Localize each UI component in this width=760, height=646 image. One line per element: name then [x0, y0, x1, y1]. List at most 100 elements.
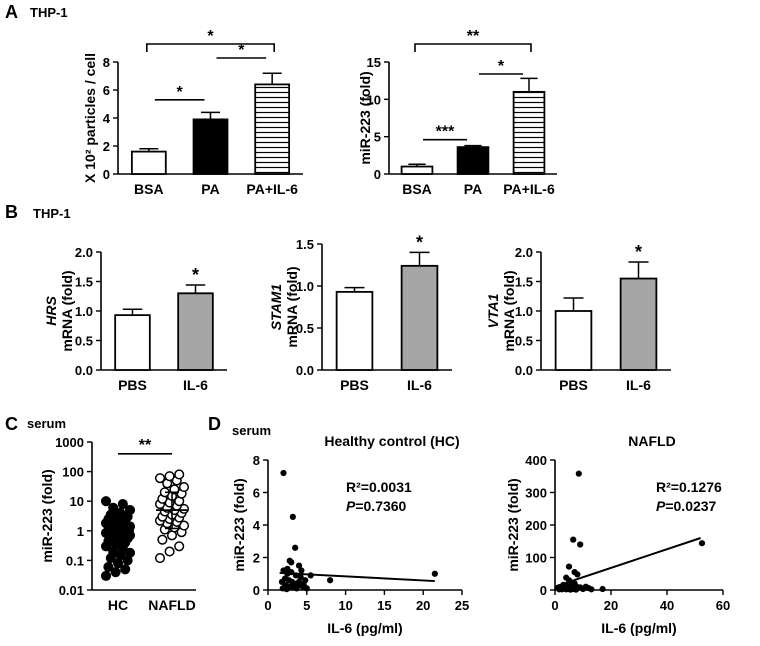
data-point	[295, 578, 303, 585]
y-tick-label: 2.0	[75, 245, 93, 260]
p-value-label: P=0.0237	[656, 498, 717, 514]
x-tick-label: PBS	[118, 377, 147, 393]
y-tick-label: 4	[103, 111, 111, 126]
data-point	[565, 563, 573, 570]
data-point	[554, 584, 561, 592]
p-value: =0.7360	[355, 498, 406, 514]
x-tick-label: 40	[660, 598, 674, 613]
panel-letter-c: C	[5, 414, 18, 434]
data-point	[572, 586, 580, 593]
significance-label: *	[177, 84, 184, 101]
data-point	[698, 540, 706, 547]
chart-b2: 0.0 0.5 1.0 1.5 PBS IL-6 STAM1 mRNA (fold) *	[268, 232, 452, 393]
data-point	[297, 573, 304, 581]
bar	[554, 310, 593, 371]
p-letter: P	[656, 498, 666, 514]
y-tick-label: 0	[540, 583, 547, 598]
data-point	[599, 585, 606, 593]
data-point	[293, 585, 300, 592]
r-squared-label: R²=0.0031	[346, 479, 412, 495]
data-point	[108, 502, 119, 513]
bar	[400, 264, 439, 371]
significance-star: *	[416, 232, 423, 252]
bar	[456, 146, 490, 175]
data-point	[288, 559, 295, 566]
y-tick-label: 0.5	[515, 334, 533, 349]
panel-letter-b: B	[5, 202, 18, 222]
p-letter: P	[346, 498, 356, 514]
y-tick-label: 1	[77, 524, 84, 539]
data-point	[124, 547, 136, 558]
x-tick-label: IL-6	[407, 377, 432, 393]
y-axis-label: miR-223 (fold)	[357, 71, 373, 164]
chart-b3: 0.0 0.5 1.0 1.5 2.0 PBS IL-6 VTA1 mRNA (fold) *	[485, 242, 671, 393]
y-tick-label: 400	[525, 453, 547, 468]
x-tick-label: NAFLD	[148, 597, 195, 613]
data-point	[100, 570, 112, 581]
y-axis-label: mRNA (fold)	[59, 270, 75, 351]
y-tick-label: 0.5	[296, 321, 314, 336]
bar	[335, 290, 374, 371]
y-tick-label: 1000	[55, 435, 84, 450]
data-point	[178, 482, 190, 493]
y-axis-label: X 10² particles / cell	[82, 53, 98, 183]
panel-subtitle-d: serum	[232, 423, 271, 438]
y-tick-label: 8	[253, 453, 260, 468]
y-tick-label: 100	[525, 551, 547, 566]
y-tick-label: 0.1	[66, 553, 84, 568]
y-tick-label: 200	[525, 518, 547, 533]
bar	[130, 150, 167, 175]
x-tick-label: BSA	[402, 181, 432, 197]
y-axis-label: mRNA (fold)	[284, 266, 300, 347]
bar	[192, 118, 229, 175]
panel-subtitle-b: THP-1	[33, 206, 71, 221]
y-axis-label: mRNA (fold)	[501, 270, 517, 351]
x-tick-label: PA	[201, 181, 219, 197]
significance-bracket	[146, 43, 275, 52]
regression-line	[279, 571, 435, 583]
y-tick-label: 1.5	[75, 275, 93, 290]
y-tick-label: 1.0	[515, 304, 533, 319]
data-point	[154, 473, 166, 484]
data-point	[154, 553, 166, 564]
y-tick-label: 100	[62, 465, 84, 480]
x-tick-label: 25	[455, 598, 469, 613]
x-tick-label: 20	[604, 598, 618, 613]
y-tick-label: 1.0	[296, 279, 314, 294]
data-point	[298, 567, 305, 574]
r-squared-label: R²=0.1276	[656, 479, 722, 495]
charts-layer: 0 2 4 6 8 BSA PA PA+IL-6 X 10² particles / cell *…	[39, 28, 730, 636]
y-tick-label: 10	[70, 494, 84, 509]
data-point	[174, 469, 185, 480]
x-tick-label: 20	[416, 598, 430, 613]
y-tick-label: 2.0	[515, 245, 533, 260]
data-point	[283, 586, 290, 593]
data-point	[110, 567, 121, 578]
y-tick-label: 6	[253, 486, 260, 501]
data-point	[577, 541, 584, 548]
bar	[512, 90, 546, 175]
y-tick-label: 0.0	[296, 363, 314, 378]
y-tick-label: 6	[103, 83, 110, 98]
data-point	[124, 505, 136, 516]
data-point	[579, 585, 587, 593]
data-point	[115, 507, 126, 519]
x-tick-label: IL-6	[183, 377, 208, 393]
data-point	[295, 562, 303, 569]
p-value: =0.0237	[665, 498, 716, 514]
chart-d1: 0 2 4 6 8 0 5 10 15 20 25 IL-6 (pg/ml) miR-223 (fold…	[231, 433, 469, 636]
x-tick-label: PA+IL-6	[503, 181, 555, 197]
y-axis-gene-label: HRS	[43, 296, 59, 326]
chart-b1: 0.0 0.5 1.0 1.5 2.0 PBS IL-6 HRS mRNA (fold) *	[43, 245, 227, 393]
y-tick-label: 300	[525, 486, 547, 501]
data-point	[567, 586, 574, 593]
data-point	[300, 581, 307, 588]
x-tick-label: 5	[303, 598, 310, 613]
x-tick-label: 10	[338, 598, 352, 613]
data-point	[575, 470, 582, 477]
bar	[400, 165, 434, 175]
y-tick-label: 0	[374, 167, 381, 182]
data-point	[164, 546, 175, 557]
y-tick-label: 2	[253, 551, 260, 566]
x-axis-label: IL-6 (pg/ml)	[327, 620, 402, 636]
